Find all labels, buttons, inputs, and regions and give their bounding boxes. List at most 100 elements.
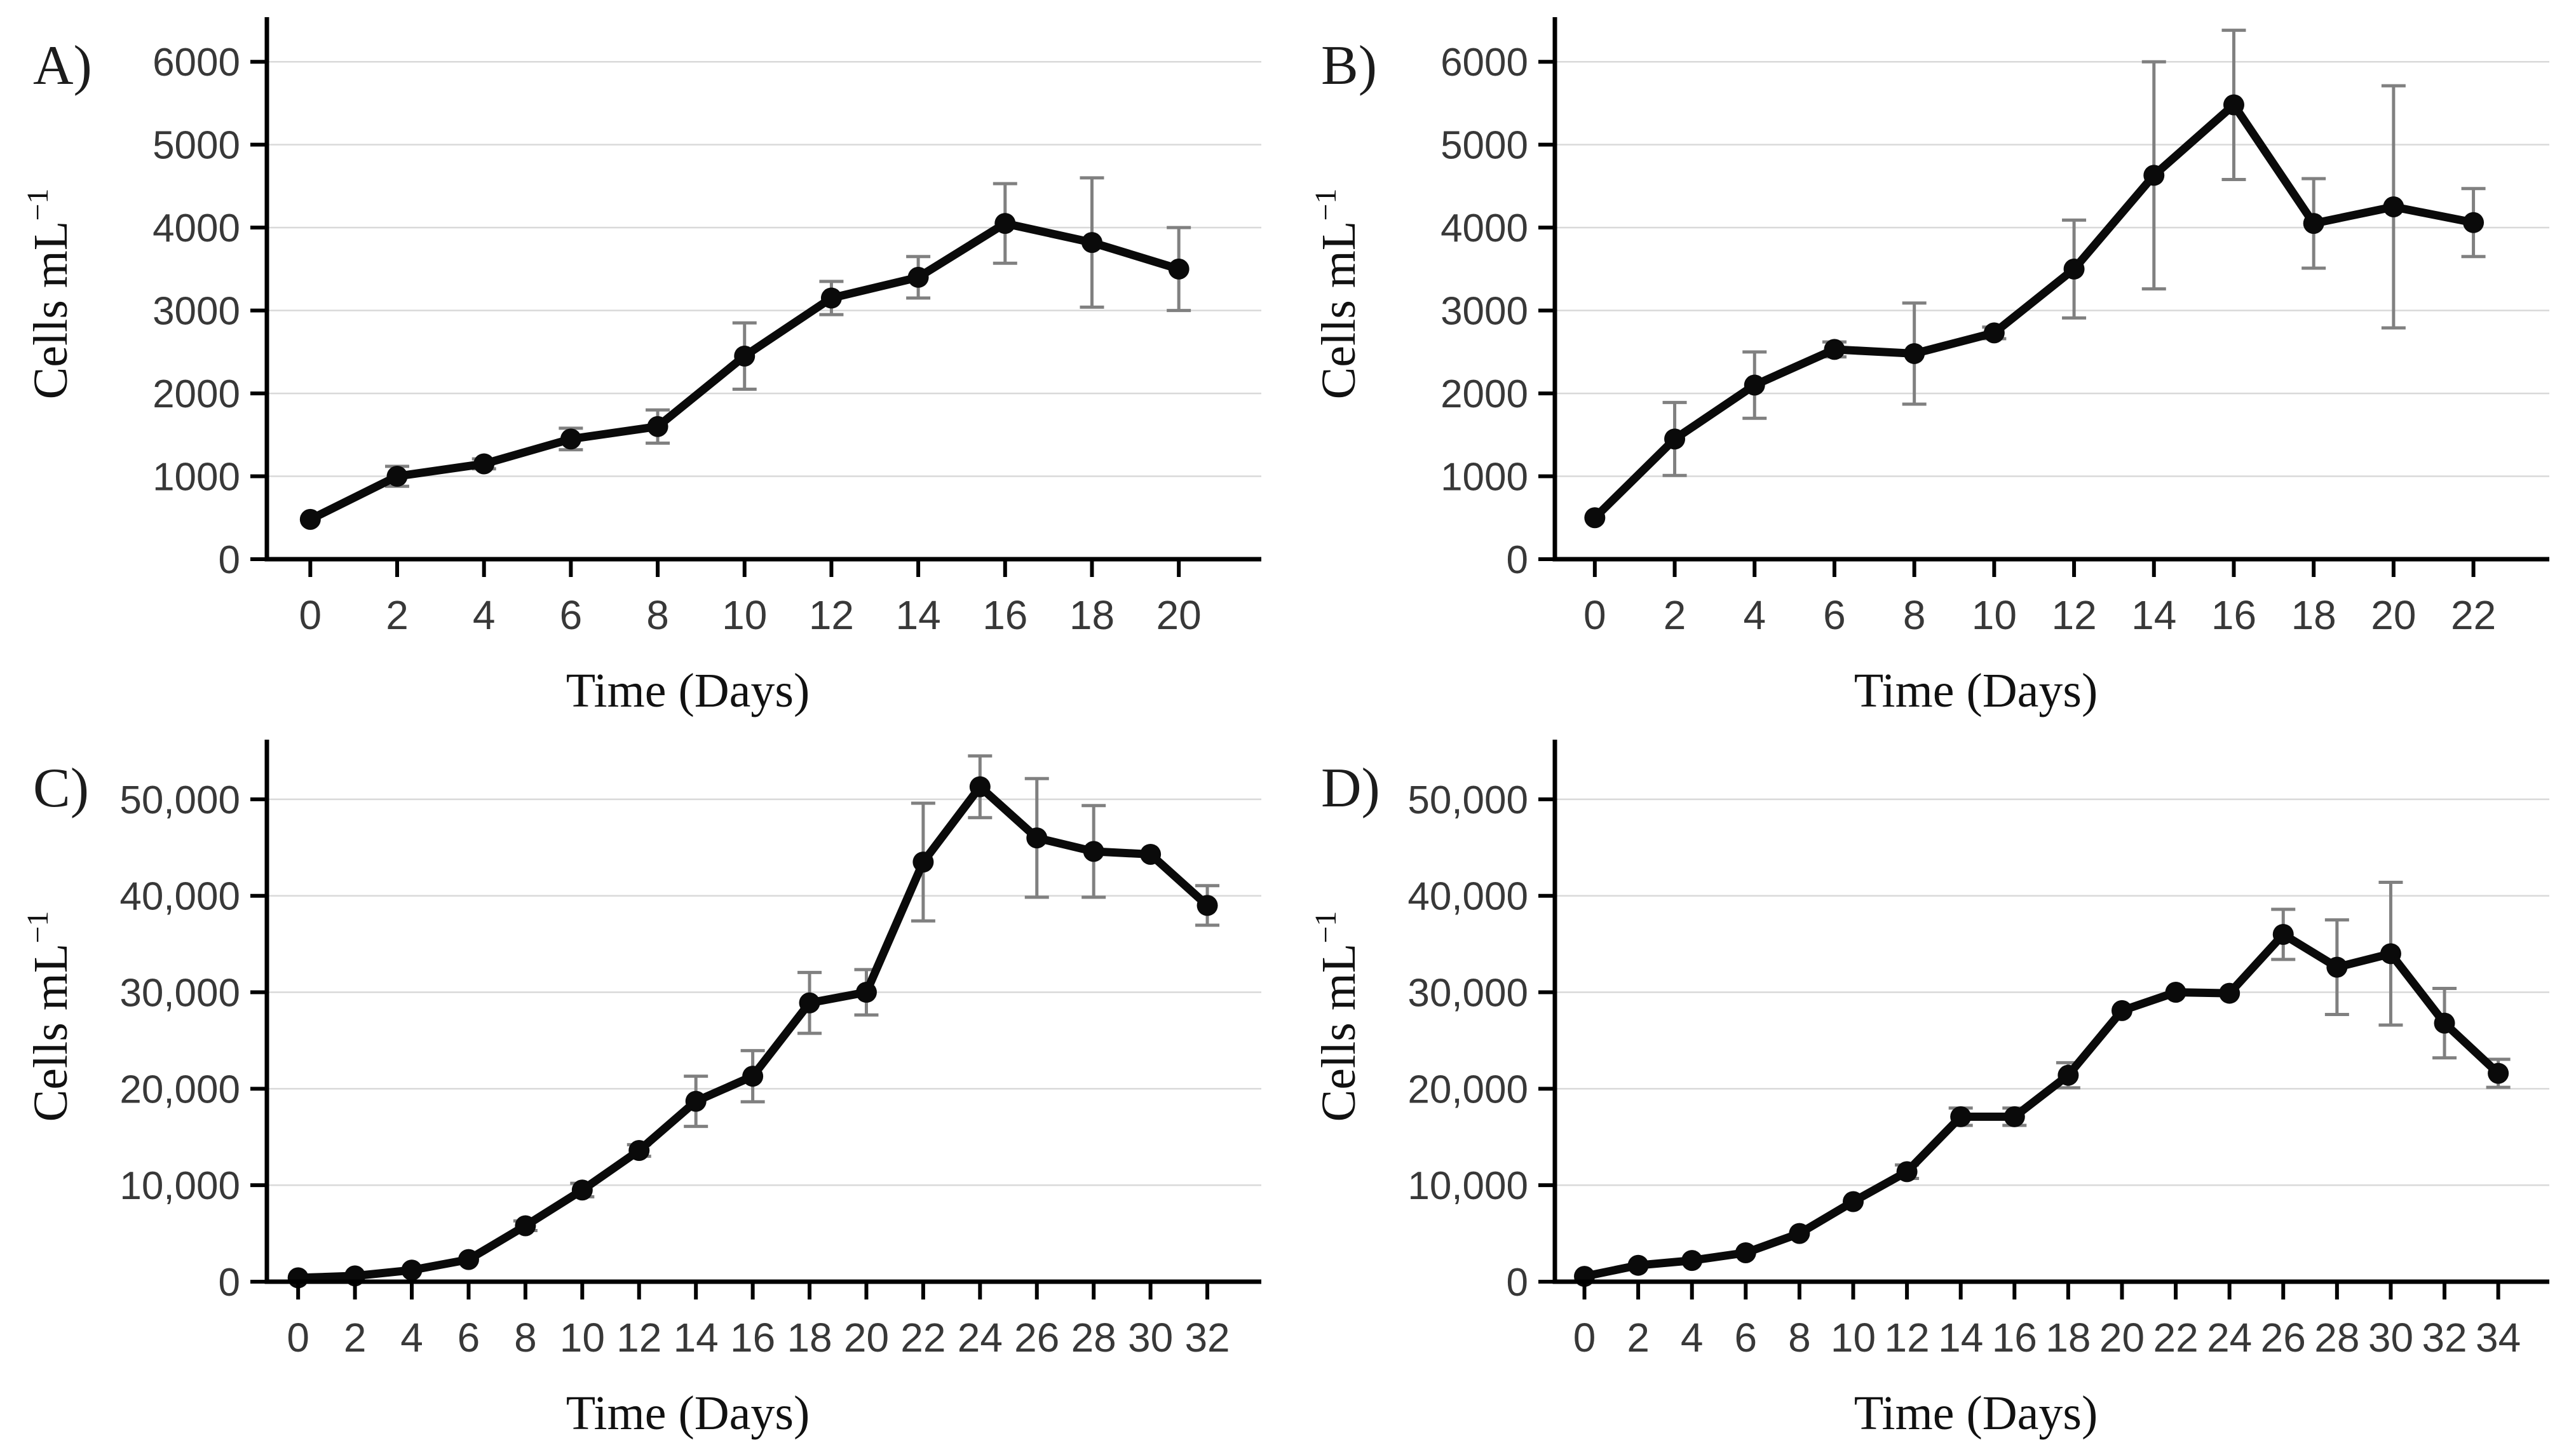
x-tick-label: 18 — [2291, 592, 2336, 638]
data-point — [1026, 827, 1048, 849]
data-point — [734, 345, 756, 367]
x-tick-label: 10 — [722, 592, 767, 638]
error-bars — [385, 176, 1191, 488]
data-point — [2111, 1000, 2132, 1021]
data-point — [2303, 213, 2324, 234]
x-tick-label: 12 — [1885, 1315, 1930, 1360]
x-tick-label: 20 — [2099, 1315, 2145, 1360]
y-tick-label: 50,000 — [1407, 778, 1528, 822]
data-point — [907, 266, 929, 288]
x-ticks: 0 2 4 6 8 10 12 14 16 18 20 22 24 26 28 30 32 34 — [1573, 1282, 2521, 1360]
gridlines — [1555, 798, 2549, 1186]
y-axis-title: Cells mL−1 — [21, 189, 78, 400]
x-tick-label: 10 — [1972, 592, 2017, 638]
data-point — [1744, 374, 1765, 396]
data-point — [1681, 1250, 1703, 1272]
data-point — [912, 851, 934, 873]
y-ticks: 0 1000 2000 3000 4000 5000 6000 — [153, 41, 267, 582]
x-tick-label: 0 — [1583, 592, 1606, 638]
gridlines — [267, 798, 1261, 1186]
data-point — [2326, 956, 2348, 978]
x-tick-label: 4 — [1743, 592, 1766, 638]
panel-d: 0 10,000 20,000 30,000 40,000 50,000 0 2 4 6 8 10 12… — [1288, 722, 2576, 1445]
y-tick-label: 30,000 — [119, 972, 240, 1015]
data-point — [742, 1066, 764, 1087]
y-tick-label: 2000 — [153, 372, 240, 416]
data-point — [473, 453, 495, 475]
x-tick-label: 8 — [1903, 592, 1926, 638]
x-tick-label: 16 — [1992, 1315, 2037, 1360]
data-point — [1584, 507, 1606, 529]
x-tick-label: 30 — [1128, 1315, 1173, 1360]
data-point — [820, 287, 842, 309]
data-point — [1664, 428, 1686, 450]
error-bars — [1662, 29, 2486, 477]
series-line — [294, 782, 1212, 1282]
y-tick-label: 2000 — [1441, 372, 1528, 416]
y-tick-label: 20,000 — [1407, 1068, 1528, 1111]
x-tick-label: 16 — [982, 592, 1027, 638]
y-tick-label: 1000 — [1441, 456, 1528, 499]
series-line — [1580, 930, 2503, 1281]
x-tick-label: 32 — [2422, 1315, 2467, 1360]
x-tick-label: 2 — [1664, 592, 1686, 638]
panel-letter: B) — [1321, 35, 1377, 97]
data-point — [994, 213, 1016, 234]
data-point — [515, 1215, 536, 1237]
panel-b-chart: 0 1000 2000 3000 4000 5000 6000 0 2 4 6 8 10 12 14 16 18… — [1309, 17, 2549, 717]
x-axis-title: Time (Days) — [1854, 1387, 2098, 1440]
y-tick-label: 6000 — [1441, 41, 1528, 85]
data-point — [386, 466, 408, 487]
data-point — [2063, 258, 2085, 280]
data-point — [299, 508, 321, 530]
x-tick-label: 18 — [787, 1315, 832, 1360]
panel-a-chart: 0 1000 2000 3000 4000 5000 6000 0 2 4 6 8 10 12 14 16 18… — [21, 17, 1261, 717]
data-point — [685, 1090, 707, 1112]
x-tick-label: 14 — [896, 592, 941, 638]
y-tick-label: 3000 — [1441, 290, 1528, 334]
data-point — [1824, 339, 1845, 360]
data-point — [2434, 1012, 2455, 1034]
x-ticks: 0 2 4 6 8 10 12 14 16 18 20 22 — [1583, 559, 2496, 638]
y-tick-label: 4000 — [153, 207, 240, 250]
y-tick-label: 40,000 — [119, 875, 240, 919]
y-axis-title: Cells mL−1 — [21, 911, 78, 1122]
x-tick-label: 0 — [287, 1315, 309, 1360]
x-axis-title: Time (Days) — [566, 1387, 810, 1440]
x-tick-label: 4 — [400, 1315, 423, 1360]
data-point — [1983, 322, 2005, 344]
data-point — [1140, 843, 1162, 865]
series-line — [1590, 100, 2478, 522]
y-tick-label: 50,000 — [119, 778, 240, 822]
data-points — [287, 776, 1218, 1289]
x-tick-label: 22 — [2153, 1315, 2198, 1360]
data-point — [560, 428, 581, 450]
x-tick-label: 6 — [1823, 592, 1846, 638]
x-tick-label: 24 — [958, 1315, 1003, 1360]
y-tick-label: 1000 — [153, 456, 240, 499]
y-ticks: 0 10,000 20,000 30,000 40,000 50,000 — [119, 778, 267, 1305]
y-tick-label: 5000 — [1441, 124, 1528, 168]
y-tick-label: 10,000 — [119, 1164, 240, 1208]
y-tick-label: 0 — [1507, 538, 1528, 582]
data-point — [1904, 343, 1925, 364]
y-tick-label: 3000 — [153, 290, 240, 334]
x-tick-label: 6 — [458, 1315, 480, 1360]
x-tick-label: 28 — [2314, 1315, 2359, 1360]
y-tick-label: 40,000 — [1407, 875, 1528, 919]
x-axis-title: Time (Days) — [1854, 664, 2098, 717]
y-tick-label: 5000 — [153, 124, 240, 168]
y-ticks: 0 1000 2000 3000 4000 5000 6000 — [1441, 41, 1555, 582]
data-point — [2272, 923, 2294, 945]
x-tick-label: 34 — [2476, 1315, 2521, 1360]
data-point — [2219, 982, 2240, 1004]
x-tick-label: 12 — [616, 1315, 661, 1360]
x-tick-label: 16 — [730, 1315, 775, 1360]
x-tick-label: 20 — [1156, 592, 1202, 638]
x-tick-label: 2 — [1627, 1315, 1650, 1360]
x-ticks: 0 2 4 6 8 10 12 14 16 18 20 22 24 26 28 30 32 — [287, 1282, 1230, 1360]
data-point — [2003, 1106, 2025, 1127]
y-tick-label: 0 — [219, 538, 240, 582]
